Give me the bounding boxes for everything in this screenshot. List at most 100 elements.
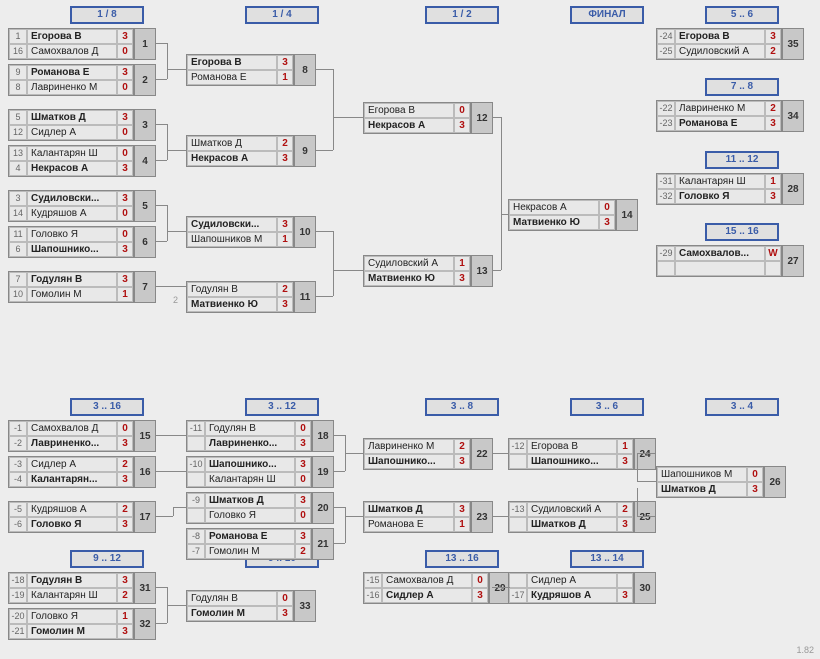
score: 3 [277,217,293,232]
match-number: 5 [134,190,156,222]
score: 3 [117,191,133,206]
player-name: Калантарян Ш [675,174,765,189]
match-number: 9 [294,135,316,167]
seed: 1 [9,29,27,44]
match: -11Годулян В0Лавриненко...318 [186,420,334,452]
score: 3 [277,55,293,70]
player-name: Сидлер А [27,125,117,140]
seed: -3 [9,457,27,472]
stage-header: 3 .. 12 [245,398,319,416]
seed: -20 [9,609,27,624]
match-number: 1 [134,28,156,60]
stage-header: ФИНАЛ [570,6,644,24]
player-name: Калантарян Ш [27,588,117,603]
player-name: Шапошников М [187,232,277,247]
score: 2 [617,502,633,517]
connector-line [155,623,167,624]
player-name: Самохвалов... [675,246,765,261]
connector-line [333,507,345,508]
score: 3 [277,606,293,621]
player-name: Годулян В [27,272,117,287]
match: -13Судиловский А2Шматков Д325 [508,501,656,533]
seed: -29 [657,246,675,261]
score: 3 [454,502,470,517]
player-name: Лавриненко... [205,436,295,451]
connector-line [155,286,186,287]
stage-header: 5 .. 6 [705,6,779,24]
match-number: 26 [764,466,786,498]
match-number: 28 [782,173,804,205]
score: 1 [454,256,470,271]
connector-line [173,507,174,516]
player-name: Кудряшов А [27,206,117,221]
player-name: Гомолин М [205,544,295,559]
connector-line [155,79,167,80]
seed: -19 [9,588,27,603]
player-name: Калантарян Ш [27,146,117,161]
stage-header: 3 .. 6 [570,398,644,416]
player-name: Шматков Д [657,482,747,497]
score: 2 [277,282,293,297]
player-name: Шапошников М [657,467,747,482]
score: 0 [277,591,293,606]
player-name: Егорова В [364,103,454,118]
player-name: Некрасов А [509,200,599,215]
player-name: Шапошнико... [364,454,454,469]
score: 2 [765,44,781,59]
match: 5Шматков Д312Сидлер А03 [8,109,156,141]
match: -8Романова Е3-7Гомолин М221 [186,528,334,560]
match-number: 23 [471,501,493,533]
match-number: 35 [782,28,804,60]
match: -12Егорова В1Шапошнико...324 [508,438,656,470]
score: 0 [117,125,133,140]
match-number: 27 [782,245,804,277]
match: 3Судиловски...314Кудряшов А05 [8,190,156,222]
connector-line [167,69,186,70]
player-name: Годулян В [187,591,277,606]
player-name: Егорова В [27,29,117,44]
match: Годулян В2Матвиенко Ю311 [186,281,316,313]
connector-line [155,516,173,517]
seed: -17 [509,588,527,603]
score: 1 [117,287,133,302]
seed: -12 [509,439,527,454]
score: W [765,246,781,261]
player-name: Лавриненко М [675,101,765,116]
match: 7Годулян В310Гомолин М17 [8,271,156,303]
score: 3 [117,573,133,588]
connector-line [155,124,167,125]
match: Шматков Д3Романова Е123 [363,501,493,533]
player-name: Калантарян Ш [205,472,295,487]
connector-line [345,507,346,543]
seed: 14 [9,206,27,221]
player-name: Лавриненко М [364,439,454,454]
player-name: Кудряшов А [27,502,117,517]
seed: 13 [9,146,27,161]
stage-header: 13 .. 16 [425,550,499,568]
score: 3 [277,297,293,312]
seed: -31 [657,174,675,189]
seed [509,517,527,532]
seed [187,508,205,523]
match: -1Самохвалов Д0-2Лавриненко...315 [8,420,156,452]
connector-line [155,205,167,206]
seed: -21 [9,624,27,639]
player-name: Шматков Д [527,517,617,532]
connector-line [333,471,345,472]
match: Егорова В0Некрасов А312 [363,102,493,134]
match: -31Калантарян Ш1-32Головко Я328 [656,173,804,205]
connector-line [637,481,656,482]
connector-line [333,117,363,118]
score: 3 [617,454,633,469]
player-name: Калантарян... [27,472,117,487]
seed [657,261,675,276]
seed: -24 [657,29,675,44]
score: 0 [117,227,133,242]
match-number: 16 [134,456,156,488]
score: 0 [117,421,133,436]
stage-header: 1 / 2 [425,6,499,24]
stage-header: 1 / 4 [245,6,319,24]
score: 3 [295,436,311,451]
score: 2 [295,544,311,559]
player-name: Шматков Д [205,493,295,508]
